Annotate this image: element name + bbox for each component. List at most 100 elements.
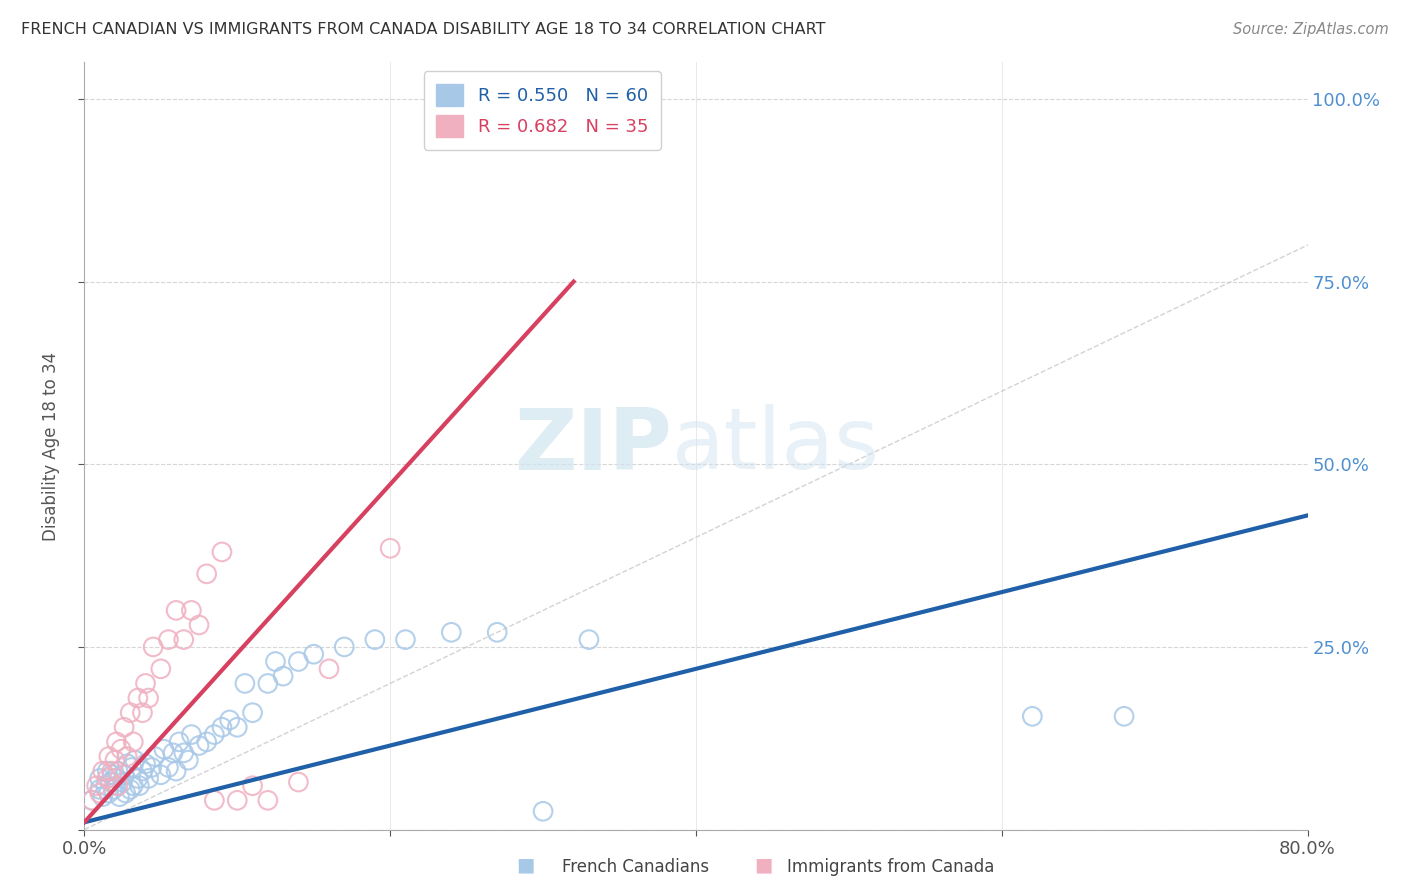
Point xyxy=(104,772,127,786)
Point xyxy=(107,764,129,778)
Point xyxy=(98,775,121,789)
Point xyxy=(138,691,160,706)
Point xyxy=(226,793,249,807)
Point xyxy=(157,760,180,774)
Point xyxy=(271,669,294,683)
Point xyxy=(112,768,135,782)
Point xyxy=(107,779,129,793)
Point xyxy=(188,618,211,632)
Point xyxy=(180,603,202,617)
Point xyxy=(115,749,138,764)
Point xyxy=(188,739,211,753)
Point xyxy=(167,735,190,749)
Point xyxy=(105,735,128,749)
Point xyxy=(1021,709,1043,723)
Point xyxy=(131,764,153,778)
Text: ZIP: ZIP xyxy=(513,404,672,488)
Point xyxy=(108,789,131,804)
Point xyxy=(91,764,114,778)
Point xyxy=(364,632,387,647)
Point xyxy=(242,779,264,793)
Point xyxy=(122,735,145,749)
Point xyxy=(264,655,287,669)
Point xyxy=(318,662,340,676)
Point xyxy=(157,632,180,647)
Point xyxy=(122,779,145,793)
Point xyxy=(89,786,111,800)
Point xyxy=(195,735,218,749)
Point xyxy=(218,713,240,727)
Point xyxy=(135,676,157,690)
Point xyxy=(94,779,117,793)
Point xyxy=(128,779,150,793)
Point xyxy=(89,782,111,797)
Point xyxy=(226,720,249,734)
Legend: R = 0.550   N = 60, R = 0.682   N = 35: R = 0.550 N = 60, R = 0.682 N = 35 xyxy=(423,71,661,150)
Point xyxy=(257,676,280,690)
Point xyxy=(96,772,118,786)
Point xyxy=(287,775,309,789)
Point xyxy=(242,706,264,720)
Point xyxy=(165,603,187,617)
Point xyxy=(80,793,103,807)
Point xyxy=(149,662,172,676)
Point xyxy=(115,756,138,771)
Text: ■: ■ xyxy=(516,855,536,874)
Point xyxy=(153,742,176,756)
Point xyxy=(211,720,233,734)
Point xyxy=(101,764,124,778)
Point xyxy=(121,760,143,774)
Text: Immigrants from Canada: Immigrants from Canada xyxy=(787,858,994,876)
Point xyxy=(135,756,157,771)
Text: FRENCH CANADIAN VS IMMIGRANTS FROM CANADA DISABILITY AGE 18 TO 34 CORRELATION CH: FRENCH CANADIAN VS IMMIGRANTS FROM CANAD… xyxy=(21,22,825,37)
Point xyxy=(80,793,103,807)
Point xyxy=(143,749,166,764)
Point xyxy=(394,632,416,647)
Point xyxy=(131,706,153,720)
Point xyxy=(114,786,136,800)
Text: ■: ■ xyxy=(754,855,773,874)
Point xyxy=(111,775,134,789)
Point xyxy=(104,753,127,767)
Point xyxy=(97,749,120,764)
Point xyxy=(440,625,463,640)
Text: French Canadians: French Canadians xyxy=(562,858,710,876)
Point xyxy=(91,789,114,804)
Point xyxy=(486,625,509,640)
Point xyxy=(138,772,160,786)
Point xyxy=(531,805,554,819)
Point xyxy=(202,728,225,742)
Point xyxy=(97,786,120,800)
Text: Source: ZipAtlas.com: Source: ZipAtlas.com xyxy=(1233,22,1389,37)
Text: atlas: atlas xyxy=(672,404,880,488)
Point xyxy=(180,728,202,742)
Point xyxy=(202,793,225,807)
Point xyxy=(103,782,125,797)
Point xyxy=(142,640,165,654)
Point xyxy=(257,793,280,807)
Point xyxy=(380,541,402,556)
Point xyxy=(302,647,325,661)
Point xyxy=(287,655,309,669)
Point xyxy=(177,753,200,767)
Point xyxy=(173,632,195,647)
Point xyxy=(1114,709,1136,723)
Point xyxy=(120,706,142,720)
Point xyxy=(110,742,132,756)
Y-axis label: Disability Age 18 to 34: Disability Age 18 to 34 xyxy=(42,351,60,541)
Point xyxy=(165,764,187,778)
Point xyxy=(333,640,356,654)
Point xyxy=(141,760,163,774)
Point xyxy=(211,545,233,559)
Point xyxy=(233,676,256,690)
Point xyxy=(195,566,218,581)
Point xyxy=(162,746,184,760)
Point xyxy=(89,772,111,786)
Point xyxy=(105,779,128,793)
Point xyxy=(120,782,142,797)
Point xyxy=(96,764,118,778)
Point xyxy=(101,768,124,782)
Point xyxy=(112,720,135,734)
Point xyxy=(149,768,172,782)
Point xyxy=(86,779,108,793)
